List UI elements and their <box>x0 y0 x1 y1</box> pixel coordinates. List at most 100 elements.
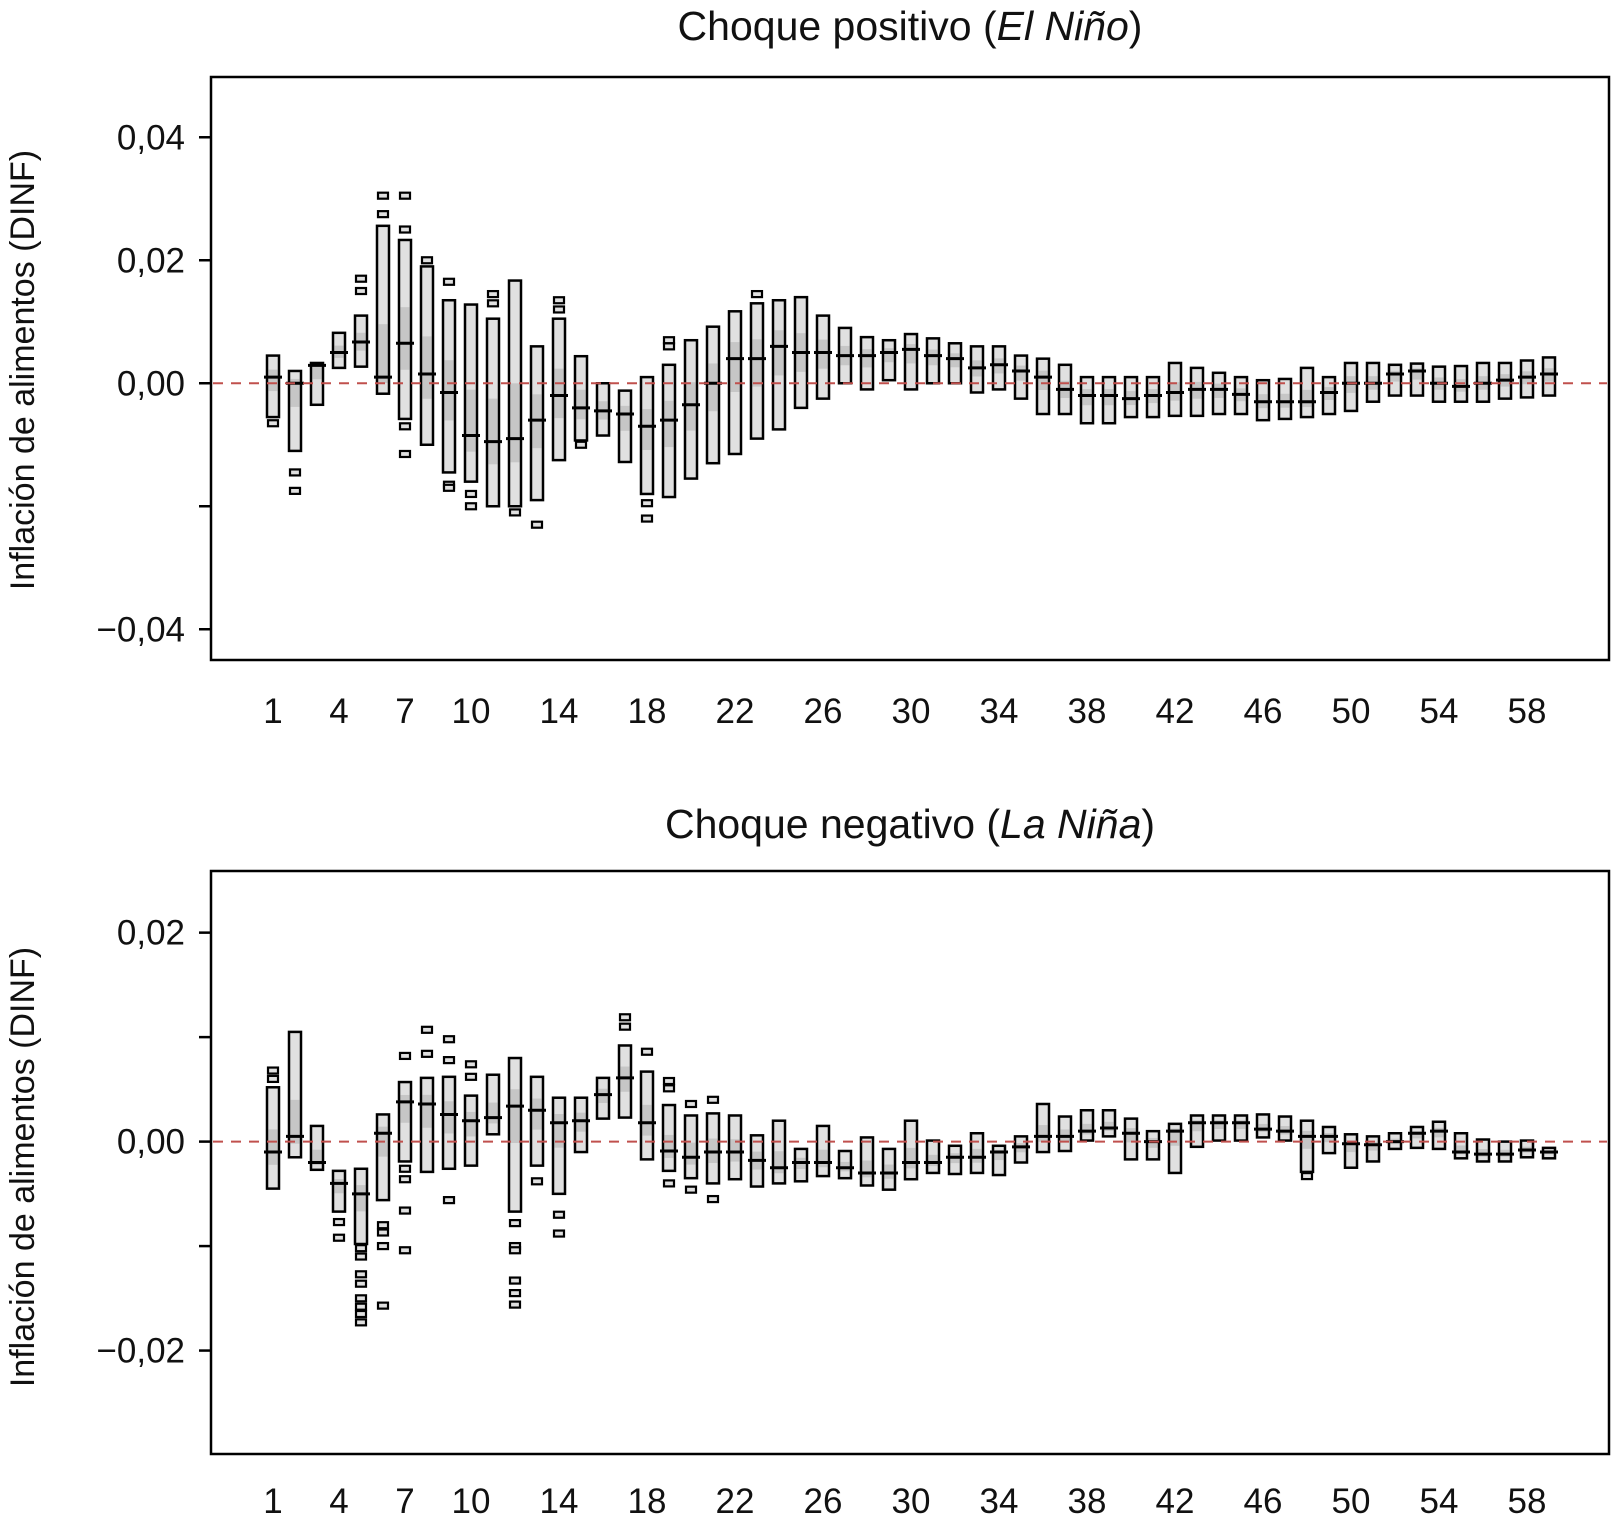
x-tick-label: 7 <box>395 692 414 731</box>
box-inner <box>1390 370 1400 382</box>
box-period-16 <box>594 382 612 437</box>
box-inner <box>774 330 784 376</box>
box-inner <box>1104 1121 1114 1131</box>
box-inner <box>818 339 828 369</box>
box-inner <box>1302 1130 1312 1149</box>
outlier <box>442 1035 456 1044</box>
outlier <box>552 1210 566 1219</box>
box-inner <box>576 389 586 420</box>
outlier <box>398 1246 412 1255</box>
box-period-7 <box>396 191 414 459</box>
box-inner <box>818 1149 828 1168</box>
box-period-56 <box>1474 1138 1492 1163</box>
outlier <box>508 1289 522 1298</box>
box-inner <box>444 1101 454 1134</box>
x-tick-label: 54 <box>1420 692 1459 731</box>
box-inner <box>906 1147 916 1169</box>
outlier <box>376 1241 390 1251</box>
outlier <box>354 1252 368 1261</box>
outlier <box>486 289 500 299</box>
outlier <box>574 440 588 449</box>
x-tick-label: 34 <box>980 692 1019 731</box>
box-period-2 <box>286 369 304 495</box>
box-period-44 <box>1210 371 1228 416</box>
x-tick-label: 10 <box>452 1482 491 1521</box>
box-period-37 <box>1056 363 1074 416</box>
box-period-17 <box>616 389 634 464</box>
box-period-43 <box>1188 366 1206 418</box>
box-inner <box>554 368 564 419</box>
outlier <box>464 489 478 499</box>
outlier <box>354 274 368 283</box>
box-period-40 <box>1122 1117 1140 1161</box>
box-period-46 <box>1254 1113 1272 1139</box>
box-inner <box>466 1111 476 1137</box>
box-period-42 <box>1166 1122 1184 1175</box>
box-period-31 <box>924 337 942 385</box>
outlier <box>354 1270 368 1279</box>
box-inner <box>1104 389 1114 406</box>
box-period-8 <box>418 1025 436 1174</box>
x-tick-label: 1 <box>263 692 282 731</box>
outlier <box>1300 1171 1314 1181</box>
box-inner <box>444 360 454 421</box>
box-inner <box>290 378 300 407</box>
box-inner <box>752 339 762 387</box>
box-period-38 <box>1078 375 1096 425</box>
outlier <box>398 449 412 459</box>
y-tick-label: 0,02 <box>117 914 185 953</box>
box-inner <box>730 1139 740 1162</box>
box-period-36 <box>1034 357 1052 416</box>
outlier <box>464 502 478 511</box>
outlier <box>530 520 544 529</box>
box-inner <box>1082 389 1092 406</box>
outlier <box>552 1229 566 1238</box>
box-period-12 <box>506 1056 524 1309</box>
box-inner <box>532 1098 542 1130</box>
box-period-50 <box>1342 361 1360 413</box>
outlier <box>420 1049 434 1058</box>
box-inner <box>510 383 520 463</box>
box-period-12 <box>506 279 524 517</box>
outlier <box>376 191 390 200</box>
box-inner <box>422 336 432 399</box>
outlier <box>464 1060 478 1069</box>
box-period-10 <box>462 1060 480 1167</box>
box-period-27 <box>836 1149 854 1180</box>
box-period-52 <box>1386 363 1404 397</box>
box-inner <box>356 1185 366 1212</box>
panel-el-nino: Choque positivo (El Niño) Inflación de a… <box>4 3 1611 731</box>
box-inner <box>642 1104 652 1136</box>
box-period-29 <box>880 338 898 382</box>
box-inner <box>554 1114 564 1148</box>
box-period-47 <box>1276 377 1294 421</box>
outlier <box>706 1194 720 1204</box>
box-period-42 <box>1166 361 1184 418</box>
box-inner <box>510 1089 520 1144</box>
box-inner <box>1016 365 1026 381</box>
box-period-6 <box>374 191 392 395</box>
outlier <box>288 486 302 495</box>
box-period-2 <box>286 1030 304 1159</box>
outlier <box>508 1246 522 1255</box>
x-tick-label: 26 <box>804 692 843 731</box>
box-period-57 <box>1496 1140 1514 1163</box>
box-inner <box>730 342 740 393</box>
x-tick-label: 38 <box>1068 1482 1107 1521</box>
outlier <box>354 286 368 296</box>
box-period-48 <box>1298 1119 1316 1181</box>
outlier <box>640 514 654 523</box>
x-tick-label: 42 <box>1156 692 1195 731</box>
x-tick-label: 10 <box>452 692 491 731</box>
outlier <box>354 1302 368 1311</box>
y-axis-label: Inflación de alimentos (DINF) <box>4 947 42 1387</box>
box-inner <box>1038 1125 1048 1142</box>
outlier <box>420 256 434 265</box>
box-period-32 <box>946 1144 964 1176</box>
box-inner <box>400 1094 410 1123</box>
box-period-58 <box>1518 1139 1536 1159</box>
box-inner <box>488 1102 498 1124</box>
box-inner <box>1236 1120 1246 1130</box>
panel-title: Choque negativo (La Niña) <box>665 801 1155 847</box>
outlier <box>376 1228 390 1237</box>
